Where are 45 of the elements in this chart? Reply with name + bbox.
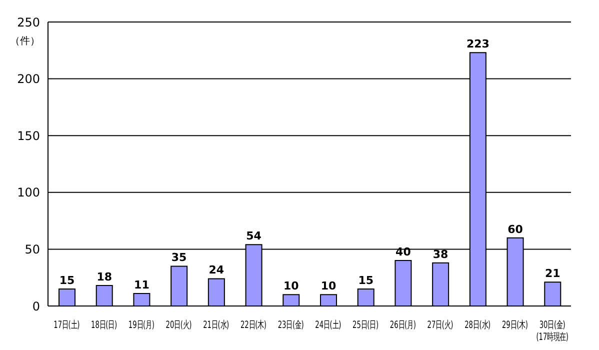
y-tick-label: 100 (17, 186, 40, 200)
data-label: 21 (544, 267, 560, 280)
bar (357, 288, 374, 306)
x-tick-label: 28日(水) (464, 318, 491, 330)
x-tick-label: 20日(火) (166, 318, 192, 330)
data-label: 11 (134, 278, 150, 292)
bar (96, 285, 113, 306)
data-label: 60 (508, 222, 524, 236)
bar (394, 260, 412, 306)
bar (170, 266, 188, 306)
x-tick-label: 29日(木) (502, 318, 528, 330)
x-tick-label: 23日(金) (278, 318, 304, 330)
data-label: 10 (283, 280, 300, 293)
data-label: 54 (246, 230, 262, 243)
bar (544, 282, 562, 306)
x-tick-label: 22日(木) (240, 318, 266, 330)
data-label: 18 (96, 270, 112, 284)
x-tick-label: 18日(日) (91, 318, 118, 330)
x-tick-label: 19日(月) (128, 318, 154, 330)
bar (58, 288, 76, 306)
x-tick-label: 30日(金) (17時現在) (536, 318, 568, 342)
data-label: 35 (171, 251, 187, 264)
y-tick-label: 200 (17, 72, 40, 86)
y-tick-label: 250 (17, 15, 40, 30)
data-label: 38 (432, 248, 448, 261)
y-axis-title: （件） (10, 35, 40, 48)
x-tick-label: 21日(水) (203, 318, 230, 330)
x-tick-label: 24日(土) (315, 318, 342, 330)
x-tick-label: 27日(火) (427, 318, 454, 330)
data-label: 15 (358, 274, 374, 287)
data-label: 15 (59, 274, 75, 287)
bar (320, 294, 337, 306)
bar (282, 294, 300, 306)
data-label: 10 (320, 280, 336, 293)
data-label: 24 (208, 264, 224, 277)
bar (133, 293, 150, 306)
y-tick-label: 0 (32, 299, 40, 314)
y-tick-label: 50 (24, 242, 40, 256)
bar (208, 278, 225, 306)
x-tick-label: 26日(月) (390, 318, 416, 330)
y-tick-label: 150 (17, 128, 40, 143)
x-tick-label: 25日(日) (352, 318, 379, 330)
data-label: 223 (466, 38, 490, 51)
bar (432, 262, 450, 306)
x-tick-label: 17日(土) (54, 318, 80, 330)
